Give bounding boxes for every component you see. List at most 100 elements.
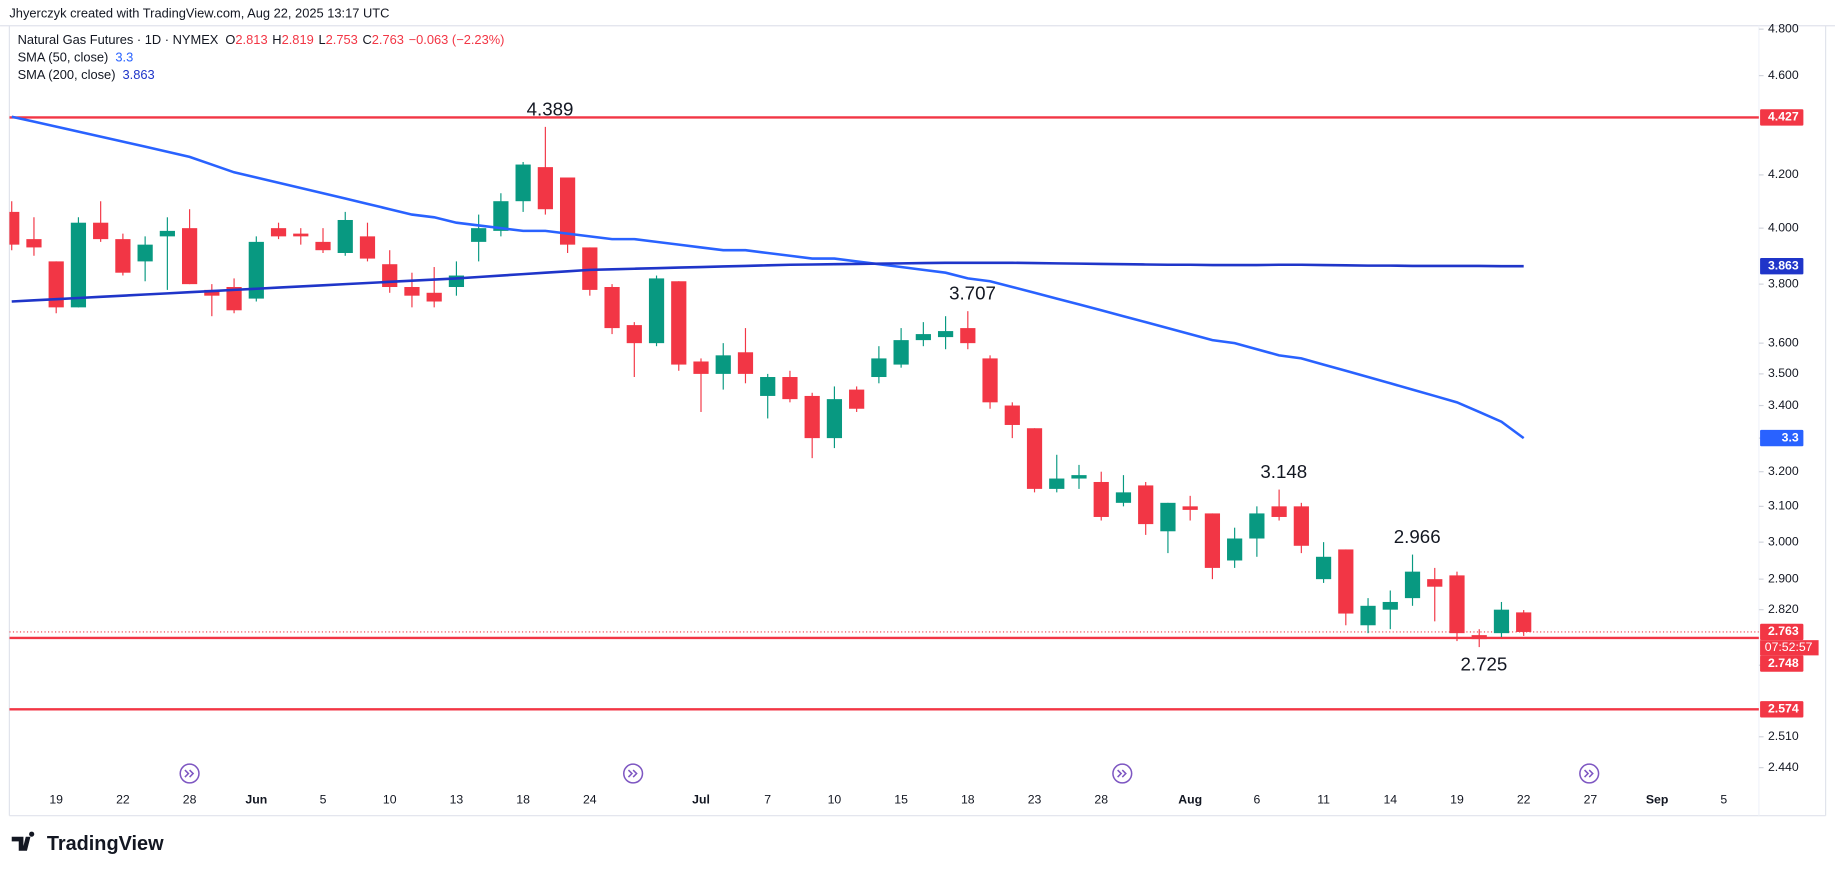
candle-body — [426, 292, 442, 302]
candle-body — [1071, 475, 1087, 479]
candle-body — [1516, 612, 1532, 632]
legend-part: SMA (200, close) — [18, 67, 116, 82]
y-tick-label: 2.820 — [1768, 602, 1799, 616]
y-tick-label: 4.200 — [1768, 167, 1799, 181]
x-tick-label: 22 — [116, 793, 130, 807]
level-price-label-box — [1760, 655, 1804, 672]
event-icon — [1112, 763, 1133, 784]
candle-body — [181, 228, 198, 285]
candle-body — [293, 233, 309, 237]
x-tick-label: Jun — [245, 793, 267, 807]
event-icon — [179, 763, 200, 784]
price-annotation: 2.725 — [1460, 654, 1507, 675]
x-tick-label: 11 — [1317, 793, 1330, 807]
candle-body — [1004, 405, 1020, 425]
x-tick-label: 10 — [383, 793, 397, 807]
plot-area — [9, 115, 1759, 711]
x-tick-label: 14 — [1383, 793, 1397, 807]
y-tick-label: 2.440 — [1768, 760, 1799, 774]
price-annotation: 4.389 — [527, 98, 574, 119]
candle-body — [204, 289, 220, 296]
sma-price-label: 3.3 — [1782, 430, 1799, 444]
candle-body — [1315, 556, 1332, 580]
x-tick-label: Aug — [1178, 793, 1202, 807]
x-tick-label: 23 — [1028, 793, 1042, 807]
x-tick-label: 19 — [1450, 793, 1464, 807]
level-price-label: 2.574 — [1768, 702, 1799, 716]
level-price-label-box — [1760, 109, 1804, 126]
y-tick-label: 3.500 — [1768, 366, 1799, 380]
candle-body — [382, 264, 398, 288]
y-tick-label: 3.800 — [1768, 276, 1799, 290]
logo-mark — [11, 831, 35, 851]
y-tick-label: 2.900 — [1768, 571, 1799, 585]
candle-body — [1026, 428, 1043, 489]
candle-body — [1449, 575, 1465, 634]
legend-part: −0.063 (−2.23%) — [409, 32, 505, 47]
candle-body — [48, 261, 64, 308]
candle-body — [648, 278, 665, 344]
candle-body — [826, 399, 843, 439]
candle-body — [1338, 549, 1354, 614]
x-tick-label: 5 — [1720, 793, 1727, 807]
candle-body — [26, 239, 42, 248]
countdown-box — [1760, 640, 1819, 656]
x-tick-label: Jul — [692, 793, 710, 807]
legend-part: L — [318, 32, 325, 47]
brand-logo: TradingView — [11, 831, 164, 855]
x-tick-label: 28 — [1094, 793, 1108, 807]
candle-body — [1293, 506, 1309, 546]
candle-body — [93, 222, 109, 240]
current-price-label: 2.763 — [1768, 624, 1799, 638]
level-price-label: 2.748 — [1768, 656, 1799, 670]
candle-body — [626, 325, 642, 344]
x-tick-label: 7 — [764, 793, 771, 807]
candle-body — [359, 236, 376, 259]
candle-body — [1138, 485, 1154, 525]
candle-body — [471, 228, 487, 242]
price-annotation: 3.148 — [1260, 461, 1307, 482]
legend-sma: SMA (200, close) 3.863 — [18, 67, 155, 82]
candle-body — [693, 361, 709, 374]
candle-body — [226, 287, 242, 311]
x-tick-label: 6 — [1253, 793, 1260, 807]
candle-body — [1249, 513, 1265, 539]
candle-body — [1115, 492, 1132, 503]
x-tick-label: Sep — [1646, 793, 1669, 807]
candle-body — [337, 219, 353, 253]
brand-name: TradingView — [47, 833, 164, 855]
legend-part: 2.819 — [282, 32, 314, 47]
y-tick-label: 3.600 — [1768, 335, 1799, 349]
candle-body — [1049, 478, 1065, 489]
candle-body — [1471, 635, 1487, 640]
candle-body — [493, 201, 509, 231]
y-tick-label: 4.600 — [1768, 68, 1799, 82]
y-tick-label: 3.200 — [1768, 464, 1799, 478]
sma-price-label-box — [1760, 257, 1804, 275]
current-price-label-box — [1760, 623, 1804, 641]
sma-price-label: 3.863 — [1768, 258, 1799, 272]
candle-body — [1493, 609, 1510, 634]
countdown: 07:52:57 — [1765, 640, 1813, 654]
x-tick-label: 24 — [583, 793, 597, 807]
event-icons — [179, 763, 1600, 784]
x-tick-label: 13 — [450, 793, 464, 807]
legend-part: SMA (50, close) — [18, 50, 109, 65]
candle-body — [715, 355, 731, 374]
candle-body — [137, 244, 153, 262]
legend-part: 2.763 — [372, 32, 404, 47]
price-annotation: 3.707 — [949, 283, 996, 304]
y-tick-label: 3.400 — [1768, 398, 1799, 412]
candle-body — [1227, 538, 1243, 561]
candle-body — [1093, 481, 1109, 517]
x-tick-label: 18 — [516, 793, 530, 807]
candle-body — [515, 164, 531, 202]
level-price-label-box — [1760, 701, 1804, 718]
candle-body — [937, 331, 954, 338]
legend-part: 3.863 — [123, 67, 155, 82]
candle-body — [115, 239, 131, 273]
x-tick-label: 22 — [1517, 793, 1531, 807]
candle-body — [1204, 513, 1221, 568]
candle-body — [537, 167, 553, 210]
